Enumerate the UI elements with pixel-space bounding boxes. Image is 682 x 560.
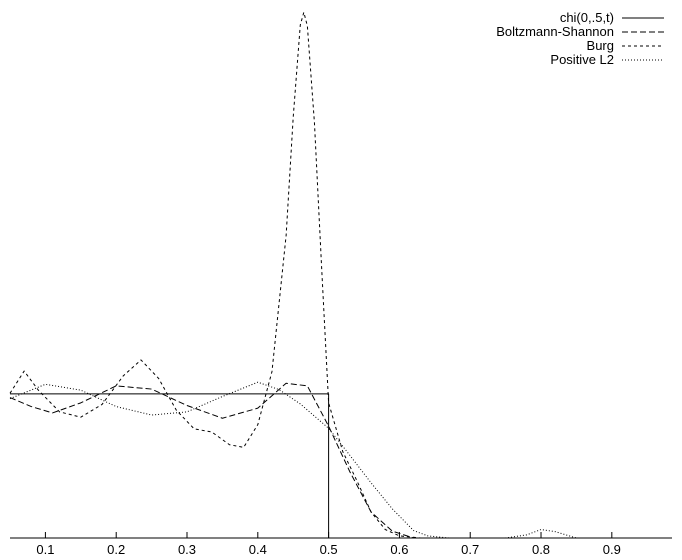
x-tick-label: 0.5	[320, 542, 338, 557]
series-line-chi-0-5-t	[10, 393, 672, 539]
series-line-burg	[9, 11, 672, 539]
series-line-boltzmann-shannon	[9, 382, 672, 539]
x-tick-label: 0.2	[107, 542, 125, 557]
x-tick-label: 0.6	[390, 542, 408, 557]
legend-label-boltzmann-shannon: Boltzmann-Shannon	[496, 24, 614, 39]
x-ticks: 0.1 0.2 0.3 0.4 0.5 0.6 0.7 0.8 0.9	[36, 532, 621, 557]
series-line-positive-l2	[9, 381, 672, 539]
legend-label-chi-0-5-t: chi(0,.5,t)	[560, 10, 614, 25]
x-tick-label: 0.1	[36, 542, 54, 557]
x-tick-label: 0.4	[249, 542, 267, 557]
plot-lines	[9, 11, 672, 539]
x-tick-label: 0.3	[178, 542, 196, 557]
x-tick-label: 0.8	[532, 542, 550, 557]
legend-label-burg: Burg	[587, 38, 614, 53]
legend: chi(0,.5,t)Boltzmann-ShannonBurgPositive…	[496, 10, 664, 67]
x-tick-label: 0.7	[461, 542, 479, 557]
legend-label-positive-l2: Positive L2	[550, 52, 614, 67]
x-tick-label: 0.9	[603, 542, 621, 557]
